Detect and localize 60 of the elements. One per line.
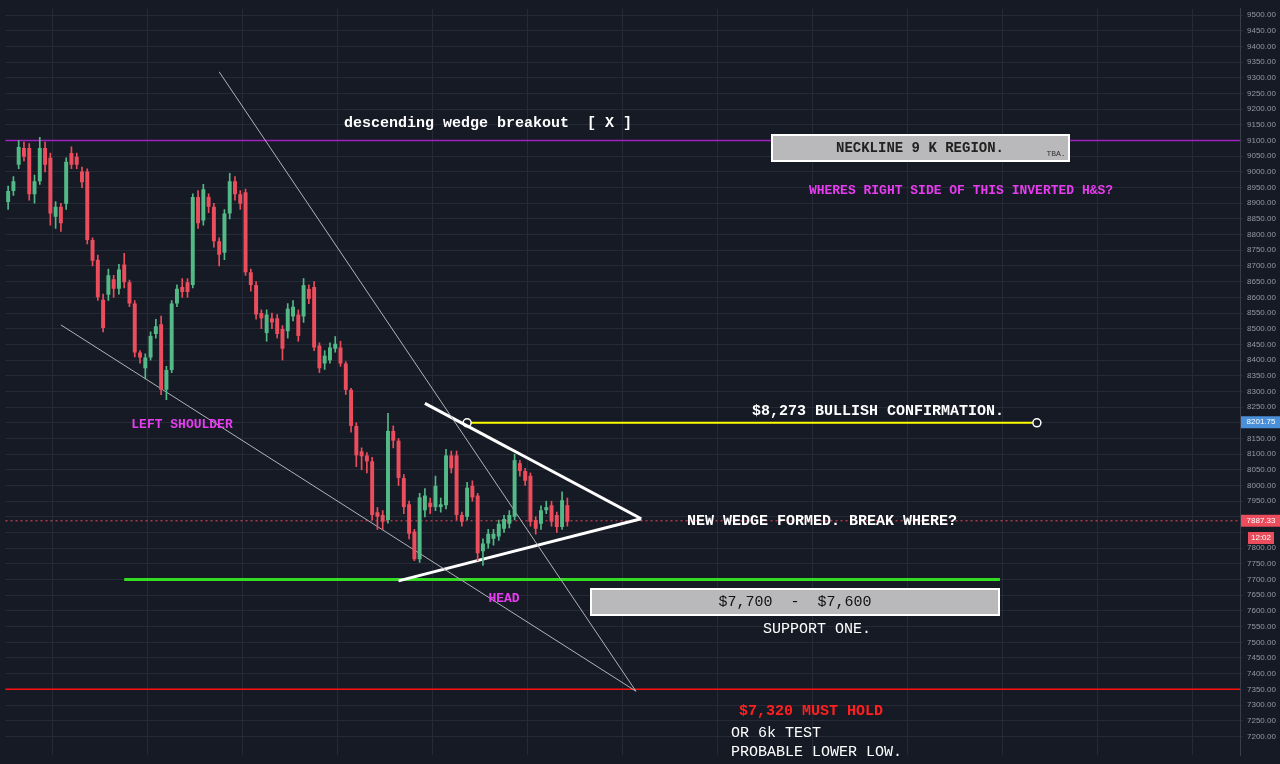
y-tick-label: 8800.00 bbox=[1247, 229, 1277, 239]
annotation: PROBABLE LOWER LOW. bbox=[731, 743, 903, 761]
y-tick-label: 8850.00 bbox=[1247, 214, 1277, 224]
y-tick-label: 7200.00 bbox=[1247, 731, 1277, 741]
y-tick-label: 8700.00 bbox=[1247, 261, 1277, 271]
text: 12:02 bbox=[1247, 532, 1275, 544]
y-tick-label: 8000.00 bbox=[1247, 480, 1277, 490]
y-tick-label: 8950.00 bbox=[1247, 182, 1277, 192]
y-tick-label: 7300.00 bbox=[1247, 700, 1277, 710]
y-tick-label: 8650.00 bbox=[1247, 276, 1277, 286]
y-tick-label: 9200.00 bbox=[1247, 104, 1277, 114]
ref-line-label: 7887.33 bbox=[1246, 516, 1277, 526]
y-tick-label: 8900.00 bbox=[1247, 198, 1277, 208]
annotation: SUPPORT ONE. bbox=[762, 620, 872, 638]
y-tick-label: 7800.00 bbox=[1247, 543, 1277, 553]
annotation: 8201.75 bbox=[1246, 417, 1277, 427]
annotation: $7,320 MUST HOLD bbox=[738, 702, 884, 720]
y-tick-label: 9250.00 bbox=[1247, 88, 1277, 98]
y-tick-label: 7550.00 bbox=[1247, 621, 1277, 631]
y-tick-label: 8050.00 bbox=[1247, 465, 1277, 475]
y-tick-label: 9300.00 bbox=[1247, 73, 1277, 82]
y-tick-label: 9450.00 bbox=[1247, 25, 1277, 35]
y-tick-label: 8400.00 bbox=[1247, 355, 1277, 365]
annotation: OR 6k TEST bbox=[731, 724, 822, 742]
y-tick-label: 7350.00 bbox=[1247, 684, 1277, 694]
y-tick-label: 9500.00 bbox=[1247, 10, 1277, 20]
y-tick-label: 8550.00 bbox=[1247, 308, 1277, 318]
y-tick-label: 8150.00 bbox=[1247, 433, 1277, 443]
annotation: WHERES RIGHT SIDE OF THIS INVERTED H&S? bbox=[808, 182, 1114, 198]
y-tick-label: 8450.00 bbox=[1247, 339, 1277, 349]
annotation: $7,700 - $7,600 bbox=[718, 593, 872, 611]
annotation: TBA. bbox=[1046, 149, 1066, 158]
y-tick-label: 7750.00 bbox=[1247, 559, 1277, 569]
y-tick-label: 8100.00 bbox=[1247, 449, 1277, 459]
annotation: NECKLINE 9 K REGION. bbox=[835, 140, 1005, 156]
y-tick-label: 7400.00 bbox=[1247, 668, 1277, 678]
annotation: $8,273 BULLISH CONFIRMATION. bbox=[751, 402, 1005, 420]
y-tick-label: 9050.00 bbox=[1247, 151, 1277, 161]
y-tick-label: 8300.00 bbox=[1247, 386, 1277, 396]
y-tick-label: 9350.00 bbox=[1247, 57, 1277, 67]
y-tick-label: 9000.00 bbox=[1247, 167, 1277, 177]
y-tick-label: 8350.00 bbox=[1247, 370, 1277, 380]
y-tick-label: 7250.00 bbox=[1247, 715, 1277, 725]
y-tick-label: 7700.00 bbox=[1247, 574, 1277, 584]
y-tick-label: 9150.00 bbox=[1247, 120, 1277, 130]
y-tick-label: 8250.00 bbox=[1247, 402, 1277, 412]
y-tick-label: 9400.00 bbox=[1247, 41, 1277, 51]
y-tick-label: 7450.00 bbox=[1247, 653, 1277, 663]
y-tick-label: 7950.00 bbox=[1247, 496, 1277, 506]
y-tick-label: 7500.00 bbox=[1247, 637, 1277, 647]
annotation: HEAD bbox=[488, 590, 520, 606]
y-tick-label: 8500.00 bbox=[1247, 323, 1277, 333]
y-tick-label: 7600.00 bbox=[1247, 606, 1277, 616]
y-tick-label: 8600.00 bbox=[1247, 292, 1277, 302]
annotation: descending wedge breakout [ X ] bbox=[343, 114, 633, 132]
annotation: NEW WEDGE FORMED. BREAK WHERE? bbox=[686, 512, 958, 530]
y-tick-label: 8750.00 bbox=[1247, 245, 1277, 255]
y-tick-label: 7650.00 bbox=[1247, 590, 1277, 600]
annotation: LEFT SHOULDER bbox=[131, 416, 233, 432]
y-tick-label: 9100.00 bbox=[1247, 135, 1277, 145]
